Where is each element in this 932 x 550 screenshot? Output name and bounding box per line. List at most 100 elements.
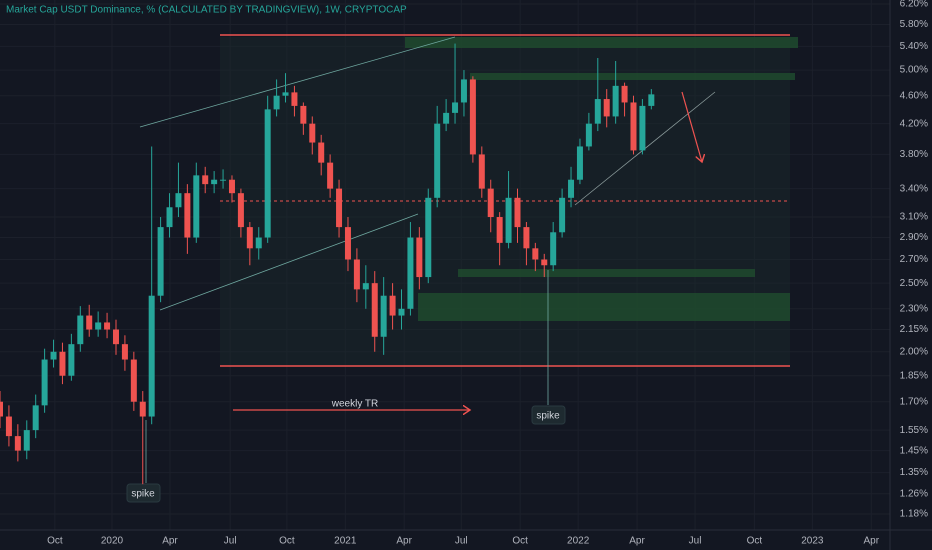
y-tick-label: 3.10% — [900, 212, 928, 223]
candle-body — [282, 92, 289, 96]
candle-body — [121, 344, 128, 360]
candle-body — [184, 193, 191, 238]
candle-body — [130, 359, 137, 402]
candle-body — [220, 179, 227, 181]
y-tick-label: 5.40% — [900, 41, 928, 52]
candle-body — [630, 102, 637, 151]
candle-body — [14, 436, 21, 451]
y-tick-label: 4.60% — [900, 90, 928, 101]
y-tick-label: 2.00% — [900, 346, 928, 357]
candle-body — [264, 109, 271, 238]
candle-body — [559, 197, 566, 233]
x-tick-label: Apr — [629, 536, 645, 547]
candle-body — [139, 401, 146, 417]
label-box — [531, 405, 566, 425]
y-tick-label: 2.90% — [900, 232, 928, 243]
x-tick-label: Jul — [689, 536, 702, 547]
candle-body — [59, 351, 66, 376]
candle-body — [416, 237, 423, 278]
candle-body — [594, 99, 601, 124]
candle-body — [336, 188, 343, 228]
y-tick-label: 3.40% — [900, 183, 928, 194]
candle-body — [68, 344, 75, 376]
y-tick-label: 2.15% — [900, 324, 928, 335]
candle-body — [327, 162, 334, 189]
candle-body — [362, 283, 369, 290]
y-tick-label: 1.18% — [900, 509, 928, 520]
y-tick-label: 1.70% — [900, 396, 928, 407]
y-tick-label: 1.26% — [900, 488, 928, 499]
candle-body — [469, 79, 476, 155]
candle-body — [612, 85, 619, 117]
candle-body — [487, 188, 494, 218]
candle-body — [478, 154, 485, 189]
candle-body — [228, 179, 235, 194]
zone — [470, 73, 795, 80]
candle-body — [273, 95, 280, 110]
candle-body — [246, 227, 253, 249]
x-tick-label: Oct — [47, 536, 63, 547]
candle-body — [523, 227, 530, 249]
candle-body — [0, 401, 3, 417]
candle-body — [77, 315, 84, 345]
candle-body — [648, 94, 655, 106]
y-tick-label: 2.30% — [900, 303, 928, 314]
arrow — [681, 91, 702, 162]
x-tick-label: Apr — [396, 536, 412, 547]
candle-body — [237, 193, 244, 228]
x-tick-label: Jul — [455, 536, 468, 547]
candle-body — [425, 197, 432, 278]
candle-body — [496, 217, 503, 243]
trend-line — [139, 36, 456, 128]
candle-body — [434, 123, 441, 198]
candle-body — [460, 79, 467, 103]
candle-body — [32, 405, 39, 431]
label-box — [126, 483, 161, 503]
candle-body — [550, 232, 557, 266]
candle-body — [41, 359, 48, 406]
candle-body — [398, 308, 405, 316]
candle-body — [639, 105, 646, 151]
y-tick-label: 1.85% — [900, 370, 928, 381]
candle-body — [443, 112, 450, 124]
annotation: spike — [131, 489, 155, 500]
candle-body — [514, 197, 521, 228]
x-tick-label: 2021 — [334, 536, 357, 547]
candle-body — [380, 295, 387, 337]
x-tick-label: Apr — [162, 536, 178, 547]
candle-body — [585, 123, 592, 147]
candle-body — [112, 329, 119, 345]
candle-body — [603, 99, 610, 117]
candle-body — [86, 315, 93, 330]
candle-body — [532, 248, 539, 260]
candle-body — [202, 175, 209, 185]
annotation: spike — [536, 411, 560, 422]
candle-body — [371, 283, 378, 337]
candle-body — [300, 105, 307, 124]
y-tick-label: 2.70% — [900, 254, 928, 265]
x-tick-label: Oct — [747, 536, 763, 547]
candle-body — [318, 142, 325, 163]
candle-body — [148, 295, 155, 417]
zone — [405, 37, 798, 48]
candle-body — [407, 237, 414, 309]
candle-body — [175, 193, 182, 208]
y-tick-label: 6.20% — [900, 0, 928, 10]
candle-body — [353, 259, 360, 290]
candle-body — [211, 179, 218, 185]
annotation: weekly TR — [331, 399, 379, 410]
candle-body — [5, 416, 12, 437]
x-tick-label: Apr — [863, 536, 879, 547]
x-tick-label: 2022 — [567, 536, 590, 547]
candle-body — [255, 237, 262, 249]
y-tick-label: 1.45% — [900, 445, 928, 456]
zone — [418, 293, 790, 321]
y-tick-label: 1.35% — [900, 467, 928, 478]
candle-body — [621, 85, 628, 103]
chart-title: Market Cap USDT Dominance, % (CALCULATED… — [6, 5, 407, 16]
y-tick-label: 1.55% — [900, 425, 928, 436]
candle-body — [576, 146, 583, 180]
candle-body — [452, 102, 459, 113]
candle-body — [389, 295, 396, 316]
